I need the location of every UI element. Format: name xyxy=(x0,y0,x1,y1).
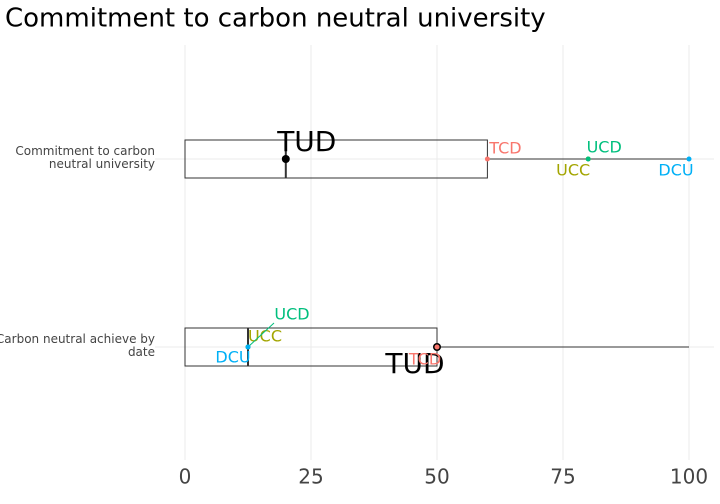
x-tick-label: 100 xyxy=(670,465,708,489)
point xyxy=(434,344,440,350)
point-label: UCD xyxy=(274,305,309,324)
point-label: TUD xyxy=(384,347,444,380)
x-tick-label: 75 xyxy=(550,465,575,489)
point-label: UCC xyxy=(556,161,590,180)
point xyxy=(484,156,490,162)
point-label: UCC xyxy=(248,327,282,346)
x-tick-label: 25 xyxy=(298,465,323,489)
y-tick-label: Commitment to carbon neutral university xyxy=(15,144,155,171)
point-label: TCD xyxy=(408,350,441,369)
chart-title: Commitment to carbon neutral university xyxy=(5,4,546,34)
point-label: TUD xyxy=(276,125,336,158)
x-tick-label: 0 xyxy=(179,465,192,489)
point xyxy=(585,156,591,162)
point xyxy=(281,155,290,163)
point-label: TCD xyxy=(488,139,521,158)
x-tick-label: 50 xyxy=(424,465,449,489)
point-label: DCU xyxy=(215,348,250,367)
y-tick-label: Carbon neutral achieve by date xyxy=(0,332,155,359)
point xyxy=(686,156,692,162)
point-label: UCD xyxy=(587,138,622,157)
point xyxy=(245,344,251,350)
point-label: DCU xyxy=(658,161,693,180)
label-connector xyxy=(247,322,275,348)
